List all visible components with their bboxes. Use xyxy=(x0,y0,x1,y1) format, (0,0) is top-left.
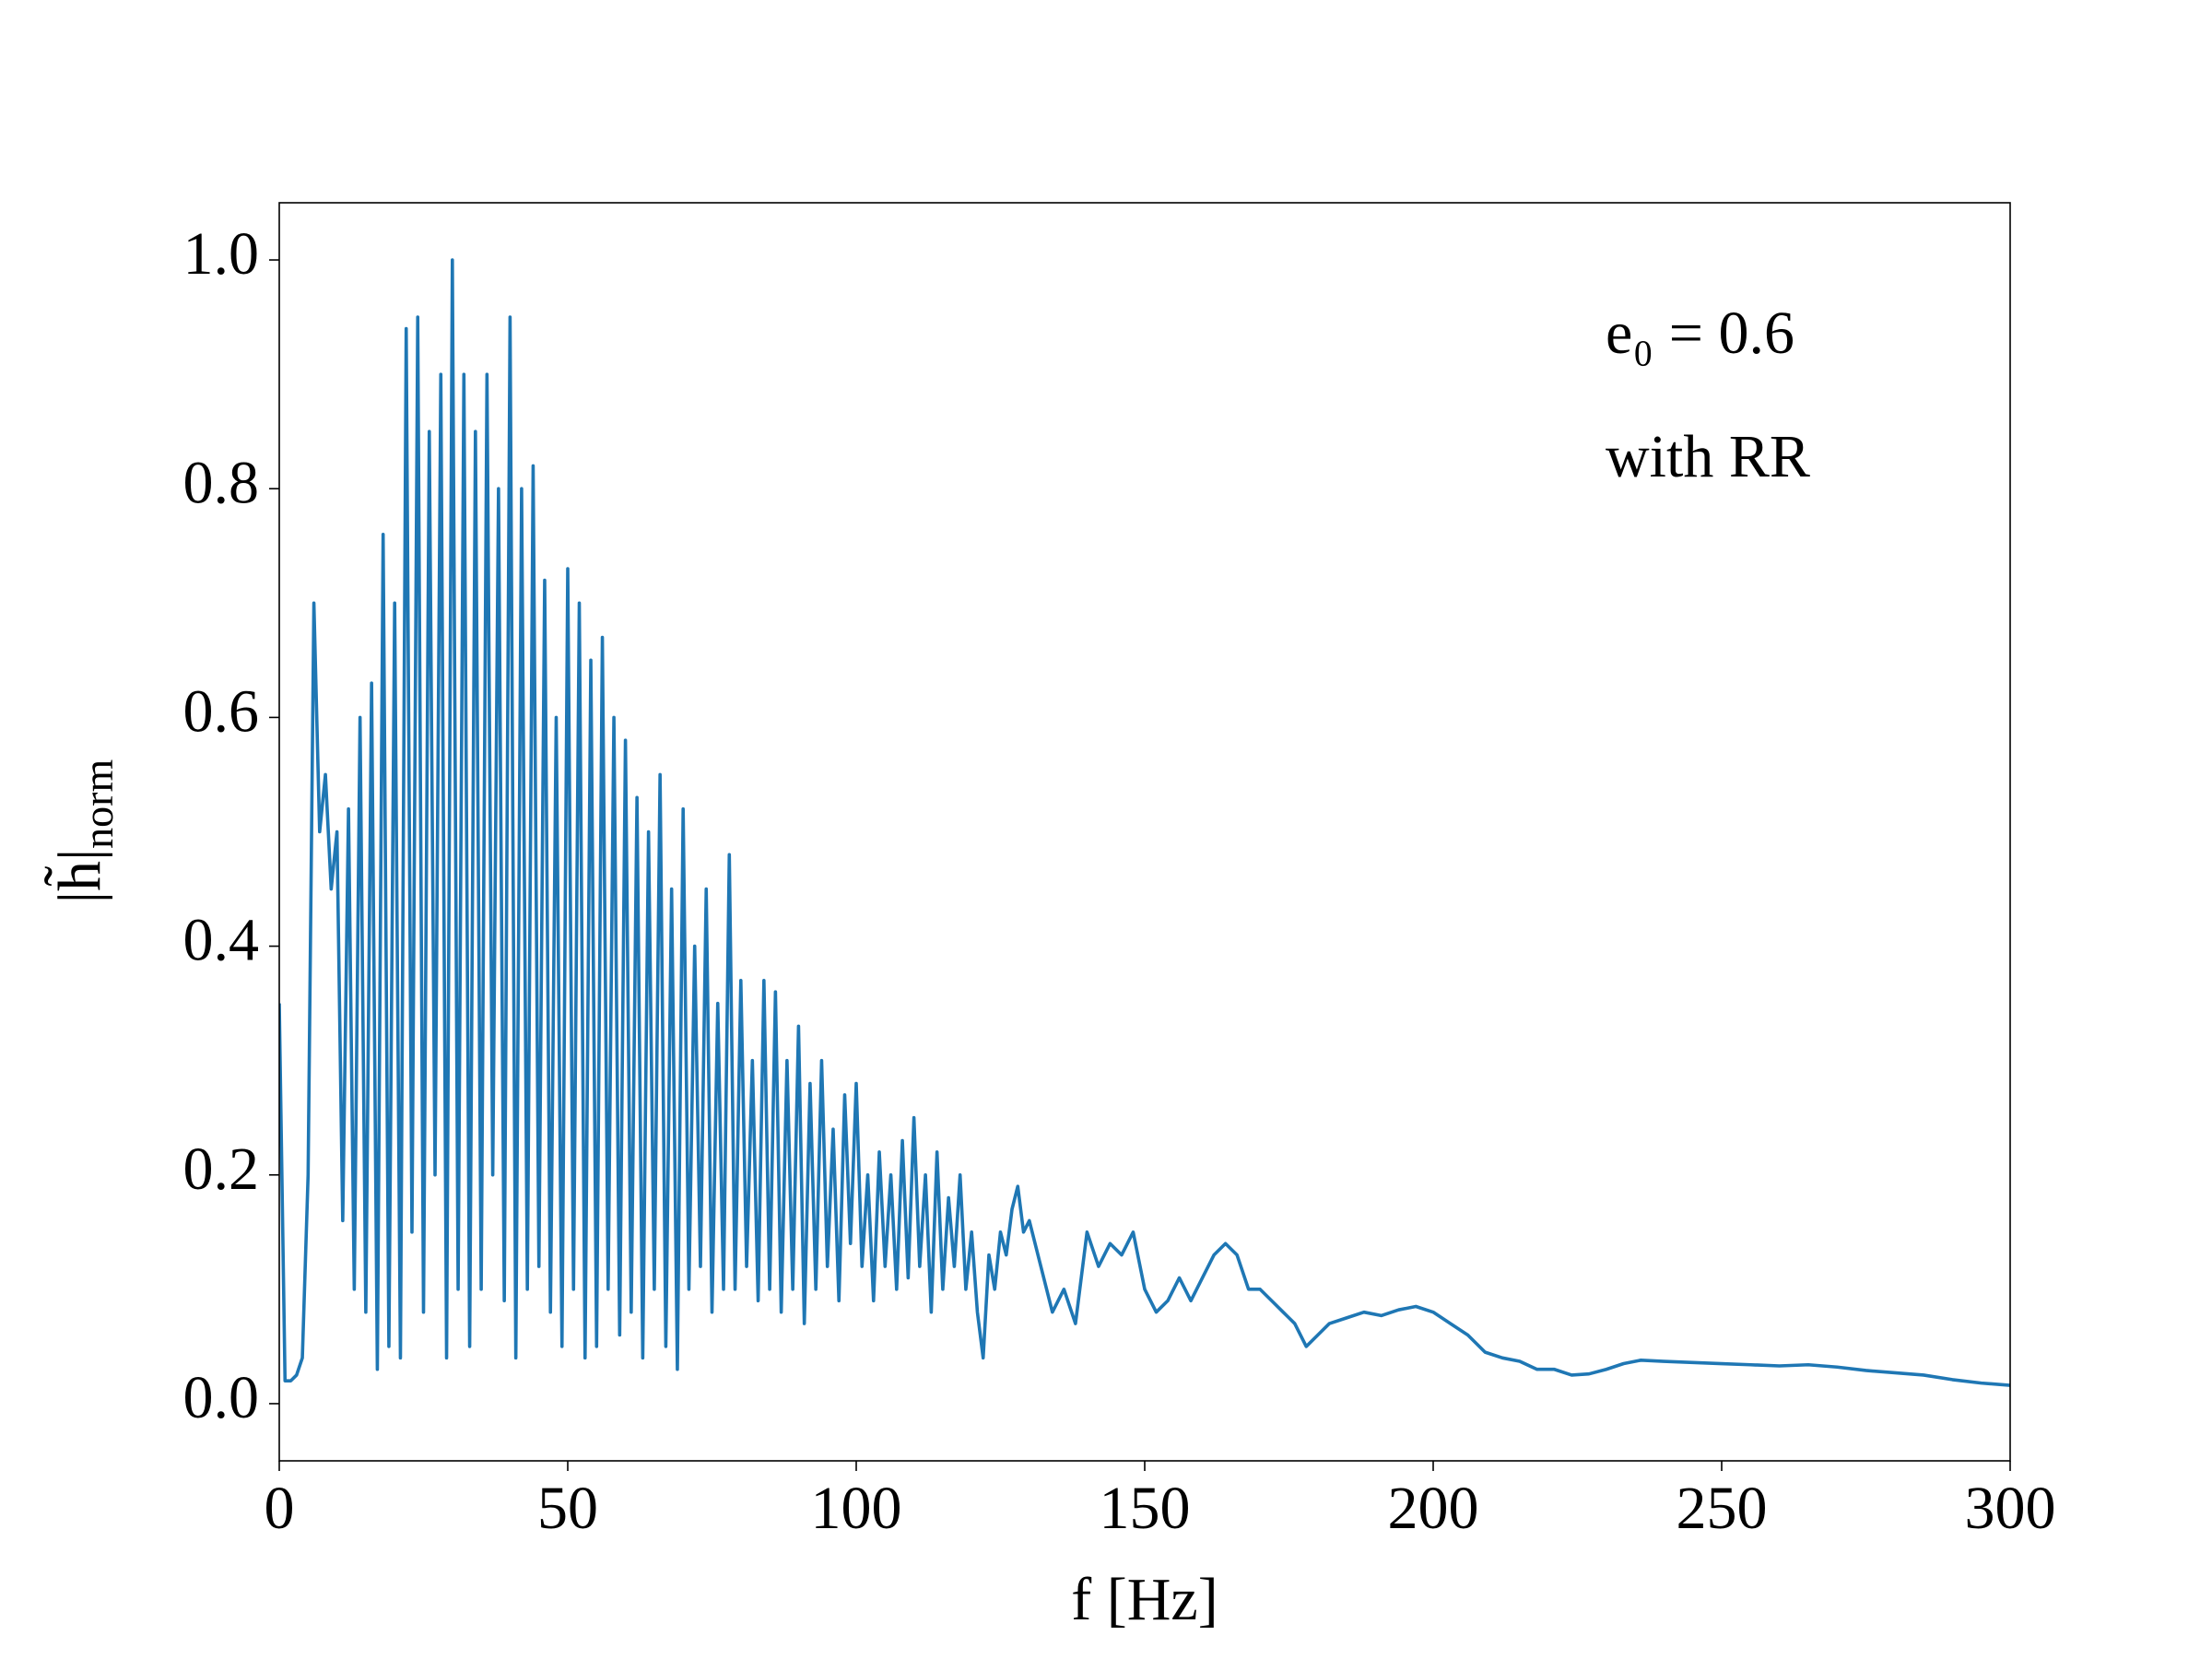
y-axis-label: |h̃|norm xyxy=(45,759,122,904)
x-tick-label: 300 xyxy=(1965,1475,2056,1542)
y-tick-label: 0.0 xyxy=(183,1364,260,1431)
y-tick-label: 1.0 xyxy=(183,220,260,288)
x-tick-label: 200 xyxy=(1388,1475,1479,1542)
y-tick-label: 0.2 xyxy=(183,1135,260,1203)
y-tick-label: 0.8 xyxy=(183,449,260,516)
x-tick-label: 250 xyxy=(1677,1475,1768,1542)
y-tick-label: 0.4 xyxy=(183,907,260,974)
x-tick-label: 50 xyxy=(537,1475,598,1542)
annotation: e₀ = 0.6 xyxy=(1606,300,1794,367)
x-tick-label: 100 xyxy=(811,1475,902,1542)
x-axis-label: f [Hz] xyxy=(1071,1566,1218,1633)
y-axis-label-main: |h̃| xyxy=(45,849,114,903)
plot-frame xyxy=(278,202,2011,1462)
x-tick-label: 150 xyxy=(1100,1475,1191,1542)
annotation: with RR xyxy=(1606,423,1810,490)
data-line xyxy=(279,258,2010,1387)
y-tick-label: 0.6 xyxy=(183,678,260,746)
y-axis-label-sub: norm xyxy=(75,759,122,849)
x-tick-label: 0 xyxy=(265,1475,295,1542)
